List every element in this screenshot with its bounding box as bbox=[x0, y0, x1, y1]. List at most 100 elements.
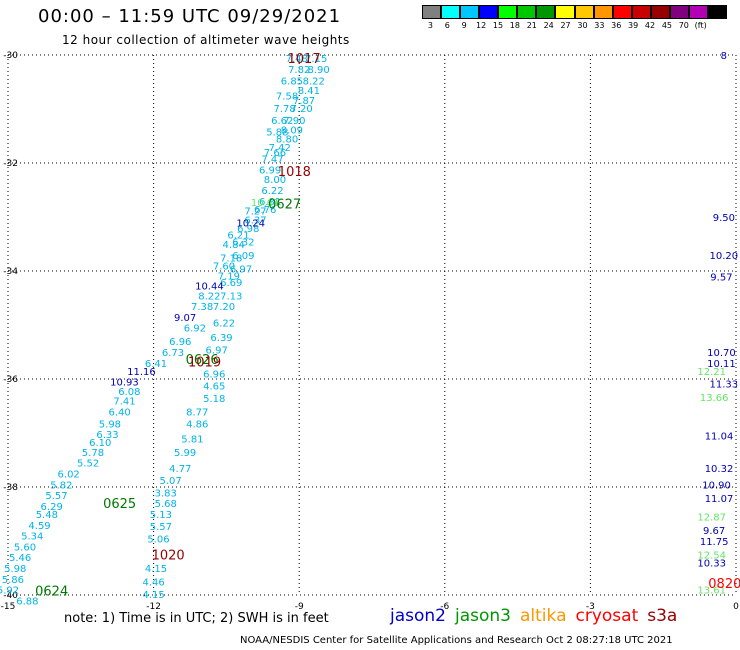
color-swatch bbox=[669, 5, 689, 19]
time-label: 0625 bbox=[103, 497, 136, 512]
swh-value: 4.84 bbox=[223, 240, 245, 251]
time-label: 1017 bbox=[288, 52, 321, 67]
color-scale-label: (ft) bbox=[694, 21, 707, 30]
swh-value: 9.57 bbox=[710, 272, 732, 283]
color-swatch bbox=[479, 5, 499, 19]
time-label: 1019 bbox=[188, 356, 221, 371]
swh-value: 10.24 bbox=[236, 218, 265, 229]
swh-value: 6.92 bbox=[184, 324, 206, 335]
y-tick-label: -32 bbox=[3, 159, 18, 169]
color-swatch bbox=[441, 5, 461, 19]
swh-value: 13.66 bbox=[700, 393, 729, 404]
swh-value: 7.41 bbox=[113, 397, 135, 408]
swh-value: 5.57 bbox=[150, 522, 172, 533]
color-swatch bbox=[555, 5, 575, 19]
swh-value: 6.73 bbox=[162, 348, 184, 359]
swh-value: 7.58 bbox=[276, 92, 298, 103]
chart-subtitle: 12 hour collection of altimeter wave hei… bbox=[62, 33, 350, 47]
swh-value: 6.39 bbox=[210, 333, 232, 344]
swh-value: 6.41 bbox=[145, 359, 167, 370]
grid-lines bbox=[7, 54, 737, 596]
swh-value: 10.44 bbox=[195, 282, 224, 293]
swh-value: 5.34 bbox=[21, 532, 43, 543]
color-swatch bbox=[650, 5, 670, 19]
swh-value: 7.66 bbox=[264, 148, 286, 159]
color-swatch bbox=[593, 5, 613, 19]
color-scale-label: 3 bbox=[427, 21, 433, 30]
color-scale-label: 45 bbox=[661, 21, 672, 30]
color-scale-bar bbox=[422, 5, 727, 19]
swh-value: 10.61 bbox=[251, 198, 280, 209]
swh-value: 7.48 bbox=[286, 54, 308, 65]
time-label: 0624 bbox=[35, 585, 68, 600]
satellite-legend: jason2 jason3 altika cryosat s3a bbox=[390, 606, 686, 626]
color-scale-label: 39 bbox=[628, 21, 639, 30]
swh-value: 11.04 bbox=[705, 432, 734, 443]
swh-value: 11.16 bbox=[127, 367, 156, 378]
time-label: 0626 bbox=[186, 353, 219, 368]
swh-value: 9.07 bbox=[174, 313, 196, 324]
x-tick-label: -3 bbox=[586, 602, 595, 612]
legend-entry-cryosat: cryosat bbox=[575, 606, 639, 626]
swh-value: 6.97 bbox=[206, 345, 228, 356]
swh-value: 7.27 bbox=[244, 207, 266, 218]
x-tick-label: -9 bbox=[295, 602, 304, 612]
swh-value: 10.33 bbox=[697, 559, 726, 570]
swh-value: 6.76 bbox=[254, 205, 276, 216]
legend-entry-jason2: jason2 bbox=[390, 606, 446, 626]
time-label: 0820 bbox=[708, 577, 740, 592]
swh-value: 6.99 bbox=[259, 165, 281, 176]
swh-value: 11.33 bbox=[710, 379, 739, 390]
swh-value: 7.87 bbox=[293, 96, 315, 107]
swh-value: 6.29 bbox=[41, 502, 63, 513]
swh-value: 7.38 bbox=[191, 302, 213, 313]
color-scale-label: 42 bbox=[644, 21, 656, 30]
x-tick-label: 0 bbox=[733, 602, 739, 612]
swh-value: 6.32 bbox=[232, 237, 254, 248]
swh-value: 6.96 bbox=[169, 337, 191, 348]
swh-value: 7.90 bbox=[283, 116, 305, 127]
swh-value: 9.67 bbox=[703, 526, 725, 537]
color-swatch bbox=[612, 5, 632, 19]
swh-value: 7.20 bbox=[213, 302, 235, 313]
swh-value: 4.15 bbox=[145, 564, 167, 575]
swh-value: 9.50 bbox=[713, 213, 735, 224]
y-tick-label: -34 bbox=[3, 267, 18, 277]
swh-value: 6.22 bbox=[213, 318, 235, 329]
color-swatch bbox=[422, 5, 442, 19]
color-scale-label: 18 bbox=[509, 21, 520, 30]
swh-value: 4.15 bbox=[142, 590, 164, 601]
swh-value: 5.52 bbox=[77, 459, 99, 470]
color-scale-label: 21 bbox=[526, 21, 537, 30]
swh-value: 12.87 bbox=[697, 513, 726, 524]
swh-value: 11.07 bbox=[705, 494, 734, 505]
y-tick-label: -36 bbox=[3, 375, 18, 385]
color-swatch bbox=[498, 5, 518, 19]
swh-value: 8 bbox=[721, 51, 727, 62]
swh-value: 10.90 bbox=[702, 480, 731, 491]
swh-value: 8.80 bbox=[276, 135, 298, 146]
swh-value: 4.65 bbox=[203, 381, 225, 392]
swh-value: 5.82 bbox=[50, 480, 72, 491]
color-scale-label: 12 bbox=[476, 21, 487, 30]
footnote: note: 1) Time is in UTC; 2) SWH is in fe… bbox=[64, 611, 329, 626]
swh-value: 10.93 bbox=[110, 378, 139, 389]
swh-value: 6.97 bbox=[230, 264, 252, 275]
color-scale-label: 24 bbox=[543, 21, 554, 30]
swh-value: 6.22 bbox=[261, 186, 283, 197]
color-scale-label: 70 bbox=[678, 21, 689, 30]
credit-line: NOAA/NESDIS Center for Satellite Applica… bbox=[240, 635, 673, 646]
swh-value: 7.19 bbox=[218, 271, 240, 282]
y-tick-label: -40 bbox=[3, 591, 18, 601]
color-swatch bbox=[631, 5, 651, 19]
swh-value: 5.81 bbox=[181, 434, 203, 445]
swh-value: 7.42 bbox=[269, 143, 291, 154]
color-scale-label: 27 bbox=[560, 21, 571, 30]
color-swatch bbox=[688, 5, 708, 19]
swh-value: 5.07 bbox=[159, 476, 181, 487]
swh-value: 5.46 bbox=[9, 553, 31, 564]
axis-ticks: -15 -12 -9 -6 -3 0-30-32-34-36-38-40 bbox=[1, 51, 739, 612]
color-scale-label: 30 bbox=[577, 21, 588, 30]
color-swatch bbox=[574, 5, 594, 19]
swh-value: 7.20 bbox=[290, 104, 312, 115]
